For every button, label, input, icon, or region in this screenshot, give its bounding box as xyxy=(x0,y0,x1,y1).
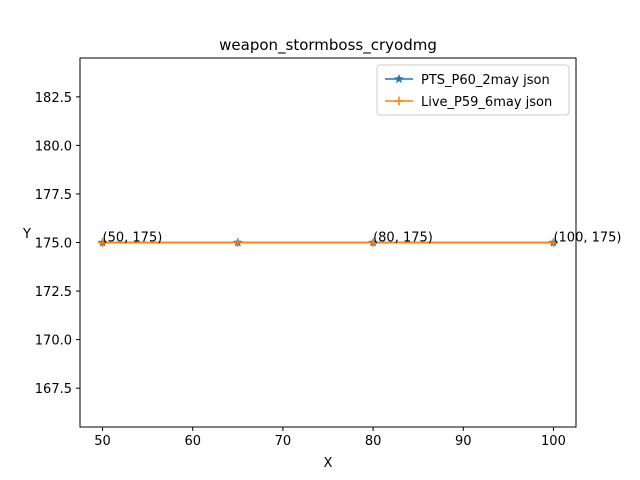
chart-title: weapon_stormboss_cryodmg xyxy=(219,36,437,55)
y-tick-label: 167.5 xyxy=(35,382,72,397)
y-tick-label: 182.5 xyxy=(35,91,72,106)
data-point-series-2 xyxy=(233,238,243,247)
point-annotation: (80, 175) xyxy=(373,231,433,246)
y-axis: 167.5 170.0 172.5 175.0 177.5 180.0 182.5 xyxy=(35,91,80,397)
data-point-series-2 xyxy=(98,238,108,247)
legend-marker-1 xyxy=(394,73,404,84)
data-point-series-2 xyxy=(548,238,558,247)
y-axis-label: Y xyxy=(22,227,31,242)
legend-box xyxy=(376,64,570,116)
y-tick-label: 180.0 xyxy=(35,139,72,154)
y-tick-label: 170.0 xyxy=(35,334,72,349)
x-axis-label: X xyxy=(324,456,333,471)
plot-area: (50, 175) (80, 175) (100, 175) xyxy=(97,231,622,247)
y-tick-label: 175.0 xyxy=(35,237,72,252)
legend-marker-2 xyxy=(394,96,404,106)
x-tick-label: 90 xyxy=(455,434,472,449)
x-tick-label: 70 xyxy=(275,434,292,449)
point-annotation: (100, 175) xyxy=(553,231,621,246)
legend-entry-1: PTS_P60_2may json xyxy=(421,73,550,88)
x-axis: 50 60 70 80 90 100 xyxy=(94,427,566,449)
x-tick-label: 60 xyxy=(184,434,201,449)
x-tick-label: 50 xyxy=(94,434,111,449)
x-tick-label: 100 xyxy=(541,434,566,449)
legend: PTS_P60_2may json Live_P59_6may json xyxy=(376,64,570,116)
point-annotation: (50, 175) xyxy=(103,231,163,246)
y-tick-label: 177.5 xyxy=(35,188,72,203)
x-tick-label: 80 xyxy=(365,434,382,449)
data-point-series-2 xyxy=(368,238,378,247)
y-tick-label: 172.5 xyxy=(35,285,72,300)
legend-entry-2: Live_P59_6may json xyxy=(421,95,552,110)
